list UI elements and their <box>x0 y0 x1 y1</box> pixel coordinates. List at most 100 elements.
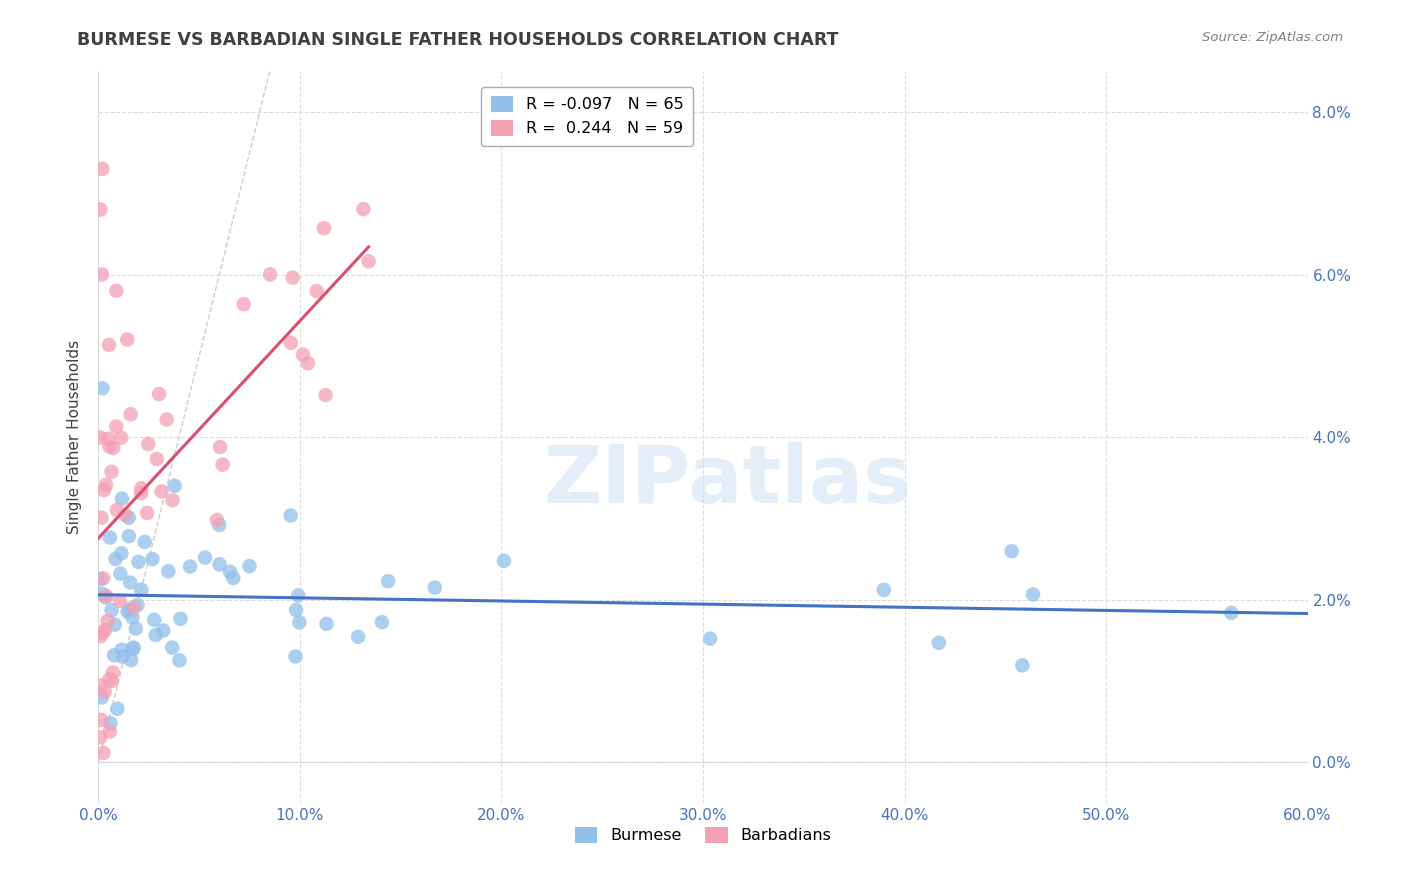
Point <box>169 653 191 667</box>
Point <box>107 702 129 716</box>
Point <box>156 412 179 426</box>
Point <box>205 513 228 527</box>
Point <box>122 600 145 615</box>
Point <box>98 724 121 739</box>
Point <box>93 483 115 498</box>
Point <box>90 690 112 705</box>
Point <box>91 625 114 640</box>
Point <box>90 713 112 727</box>
Point <box>111 649 134 664</box>
Point <box>134 535 156 549</box>
Point <box>157 564 180 578</box>
Point <box>127 598 149 612</box>
Point <box>108 594 131 608</box>
Point <box>928 636 950 650</box>
Point <box>1022 587 1045 601</box>
Point <box>873 582 896 597</box>
Point <box>121 610 143 624</box>
Point <box>238 559 260 574</box>
Point <box>125 622 148 636</box>
Point <box>100 716 122 731</box>
Point <box>100 465 122 479</box>
Point <box>297 356 319 370</box>
Point <box>352 202 374 216</box>
Point <box>347 630 370 644</box>
Point <box>208 558 231 572</box>
Point <box>110 546 132 560</box>
Point <box>97 614 120 628</box>
Point <box>89 679 111 693</box>
Point <box>117 333 139 347</box>
Point <box>136 506 159 520</box>
Point <box>312 221 335 235</box>
Point <box>100 603 122 617</box>
Point <box>98 440 121 454</box>
Point <box>91 571 114 585</box>
Point <box>129 486 152 500</box>
Point <box>89 572 111 586</box>
Point <box>111 642 134 657</box>
Point <box>1011 658 1033 673</box>
Point <box>117 605 139 619</box>
Point <box>89 431 111 445</box>
Point <box>131 481 153 495</box>
Point <box>162 493 184 508</box>
Point <box>98 673 121 687</box>
Point <box>104 617 127 632</box>
Point <box>90 510 112 524</box>
Point <box>1001 544 1024 558</box>
Point <box>136 437 159 451</box>
Point <box>105 503 128 517</box>
Point <box>423 581 446 595</box>
Point <box>91 587 114 601</box>
Point <box>103 648 125 663</box>
Point <box>211 458 233 472</box>
Point <box>93 746 115 760</box>
Point <box>94 591 117 605</box>
Point <box>120 408 142 422</box>
Point <box>105 419 128 434</box>
Point <box>152 624 174 638</box>
Point <box>104 552 127 566</box>
Point <box>89 202 111 217</box>
Legend: Burmese, Barbadians: Burmese, Barbadians <box>568 821 838 850</box>
Point <box>163 479 186 493</box>
Point <box>280 508 302 523</box>
Point <box>89 731 111 745</box>
Point <box>103 441 125 455</box>
Point <box>94 623 117 637</box>
Point <box>97 432 120 446</box>
Point <box>122 640 145 655</box>
Point <box>259 268 281 282</box>
Point <box>145 628 167 642</box>
Point <box>98 338 121 352</box>
Point <box>305 284 328 298</box>
Point <box>280 335 302 350</box>
Point <box>101 673 124 688</box>
Point <box>209 440 232 454</box>
Point <box>110 431 132 445</box>
Text: BURMESE VS BARBADIAN SINGLE FATHER HOUSEHOLDS CORRELATION CHART: BURMESE VS BARBADIAN SINGLE FATHER HOUSE… <box>77 31 839 49</box>
Point <box>284 649 307 664</box>
Point <box>194 550 217 565</box>
Point <box>208 517 231 532</box>
Point <box>160 640 183 655</box>
Point <box>377 574 399 588</box>
Point <box>1220 606 1243 620</box>
Point <box>148 387 170 401</box>
Point <box>292 348 315 362</box>
Text: ZIPatlas: ZIPatlas <box>543 442 911 520</box>
Point <box>492 554 515 568</box>
Point <box>98 531 121 545</box>
Point <box>315 616 337 631</box>
Point <box>96 589 118 603</box>
Point <box>232 297 254 311</box>
Point <box>371 615 394 629</box>
Y-axis label: Single Father Households: Single Father Households <box>67 340 83 534</box>
Point <box>699 632 721 646</box>
Point <box>111 491 134 506</box>
Point <box>143 613 166 627</box>
Point <box>120 653 142 667</box>
Point <box>150 484 173 499</box>
Point <box>315 388 337 402</box>
